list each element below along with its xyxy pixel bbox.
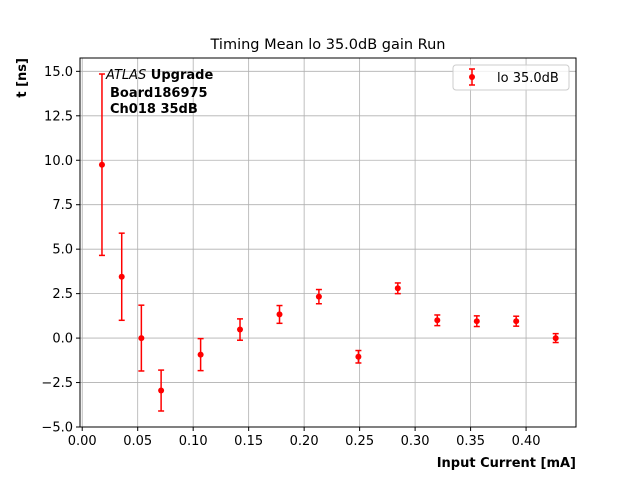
data-point bbox=[473, 318, 480, 325]
y-tick-label: −5.0 bbox=[41, 421, 73, 436]
annotation-atlas: ATLAS bbox=[105, 68, 146, 83]
chart-title: Timing Mean lo 35.0dB gain Run bbox=[210, 37, 446, 53]
data-point bbox=[434, 317, 441, 324]
y-tick-label: 0.0 bbox=[52, 332, 73, 347]
legend-marker bbox=[469, 68, 475, 86]
x-tick-label: 0.05 bbox=[123, 434, 152, 449]
data-point bbox=[276, 311, 283, 318]
x-tick-label: 0.15 bbox=[234, 434, 263, 449]
y-tick-label: 2.5 bbox=[52, 287, 73, 302]
legend-point bbox=[469, 74, 475, 80]
x-tick-label: 0.10 bbox=[179, 434, 208, 449]
plot-frame bbox=[79, 57, 577, 428]
x-tick-label: 0.00 bbox=[68, 434, 97, 449]
annotation-channel: Ch018 35dB bbox=[110, 102, 198, 117]
annotation-upgrade: Upgrade bbox=[146, 68, 213, 83]
legend-label: lo 35.0dB bbox=[497, 71, 559, 86]
data-point bbox=[138, 335, 145, 342]
data-point bbox=[118, 273, 125, 280]
data-point bbox=[158, 387, 165, 394]
annotation-board: Board186975 bbox=[110, 86, 208, 101]
x-tick-label: 0.40 bbox=[512, 434, 541, 449]
x-tick-label: 0.30 bbox=[401, 434, 430, 449]
y-tick-label: 12.5 bbox=[44, 109, 73, 124]
data-point bbox=[552, 335, 559, 342]
data-point bbox=[394, 285, 401, 292]
x-tick-label: 0.35 bbox=[456, 434, 485, 449]
axis-ticks: 0.00 0.05 0.10 0.15 0.20 0.25 0.30 0.35 0.40 −5.0… bbox=[41, 65, 540, 449]
legend-box bbox=[452, 64, 570, 91]
x-tick-label: 0.25 bbox=[345, 434, 374, 449]
legend: lo 35.0dB bbox=[452, 64, 570, 91]
data-point bbox=[355, 353, 362, 360]
data-point bbox=[513, 318, 520, 325]
data-point bbox=[237, 326, 244, 333]
x-tick-label: 0.20 bbox=[290, 434, 319, 449]
y-tick-label: 7.5 bbox=[52, 198, 73, 213]
y-tick-label: 10.0 bbox=[44, 154, 73, 169]
data-point bbox=[98, 161, 105, 168]
x-axis-label: Input Current [mA] bbox=[437, 456, 576, 471]
data-point bbox=[315, 293, 322, 300]
y-axis-label: t [ns] bbox=[15, 58, 30, 98]
y-tick-label: 5.0 bbox=[52, 243, 73, 258]
annotation-line-1: ATLAS Upgrade bbox=[105, 68, 213, 83]
y-tick-label: −2.5 bbox=[41, 376, 73, 391]
data-series bbox=[98, 73, 559, 412]
data-point bbox=[197, 351, 204, 358]
y-tick-label: 15.0 bbox=[44, 65, 73, 80]
atlas-annotation: ATLAS Upgrade Board186975 Ch018 35dB bbox=[105, 68, 213, 117]
